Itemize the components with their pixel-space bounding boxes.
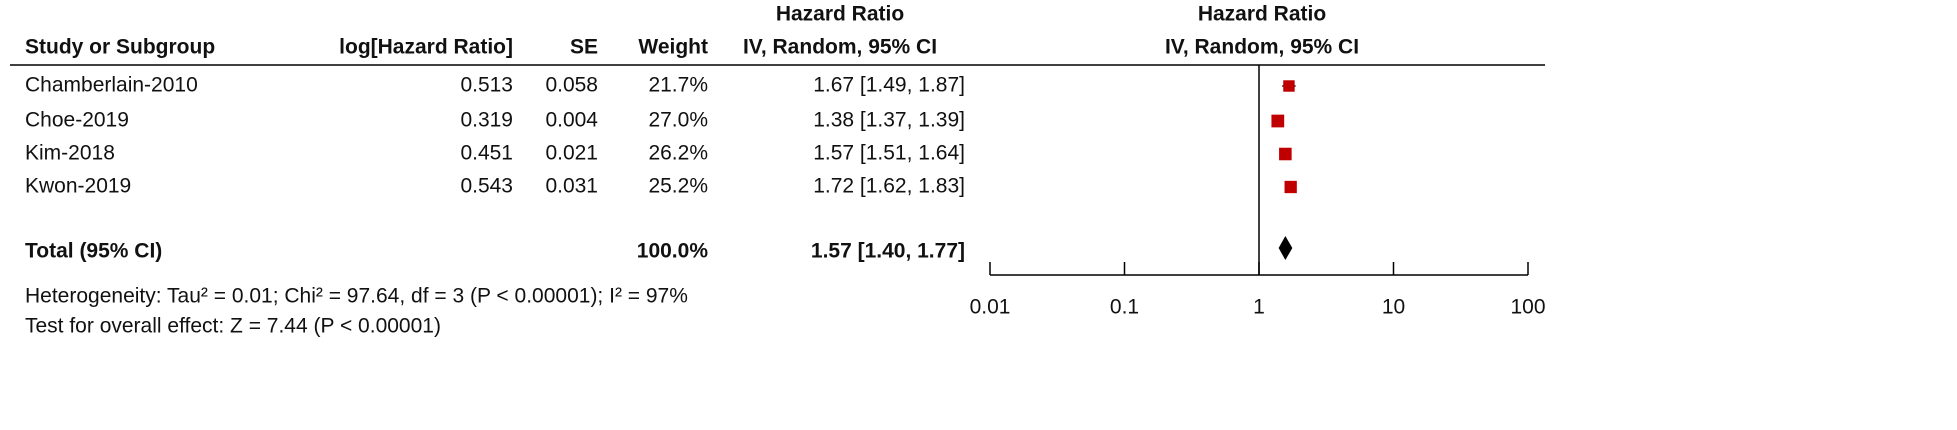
header: IV, Random, 95% CI (743, 36, 937, 59)
heterogeneity: Heterogeneity: Tau² = 0.01; Chi² = 97.64… (25, 285, 688, 308)
weight: 21.7% (648, 74, 708, 97)
se: 0.031 (545, 175, 598, 198)
header: Study or Subgroup (25, 36, 215, 59)
total-diamond (1278, 236, 1293, 260)
weight: 25.2% (648, 175, 708, 198)
log-hr: 0.513 (460, 74, 513, 97)
study-name: Kwon-2019 (25, 175, 131, 198)
hr-ci: 1.38 [1.37, 1.39] (813, 109, 965, 132)
overall-effect: Test for overall effect: Z = 7.44 (P < 0… (25, 315, 441, 338)
x-tick-label: 1 (1253, 296, 1265, 319)
x-tick-label: 10 (1382, 296, 1405, 319)
x-tick-label: 0.1 (1110, 296, 1139, 319)
log-hr: 0.319 (460, 109, 513, 132)
se: 0.004 (545, 109, 598, 132)
x-tick-label: 100 (1510, 296, 1545, 319)
study-marker (1283, 80, 1295, 92)
study-name: Kim-2018 (25, 142, 115, 165)
header: IV, Random, 95% CI (1165, 36, 1359, 59)
total-hr: 1.57 [1.40, 1.77] (811, 240, 965, 263)
x-tick-label: 0.01 (970, 296, 1011, 319)
log-hr: 0.451 (460, 142, 513, 165)
study-marker (1271, 114, 1285, 128)
total-label: Total (95% CI) (25, 240, 162, 263)
study-marker (1284, 180, 1297, 194)
se: 0.058 (545, 74, 598, 97)
header: Weight (638, 36, 708, 59)
header: log[Hazard Ratio] (339, 36, 513, 59)
header: Hazard Ratio (776, 3, 904, 26)
total-weight: 100.0% (637, 240, 709, 263)
study-name: Chamberlain-2010 (25, 74, 198, 97)
weight: 27.0% (648, 109, 708, 132)
hr-ci: 1.67 [1.49, 1.87] (813, 74, 965, 97)
weight: 26.2% (648, 142, 708, 165)
hr-ci: 1.57 [1.51, 1.64] (813, 142, 965, 165)
hr-ci: 1.72 [1.62, 1.83] (813, 175, 965, 198)
log-hr: 0.543 (460, 175, 513, 198)
header: SE (570, 36, 598, 59)
header: Hazard Ratio (1198, 3, 1326, 26)
study-marker (1279, 147, 1292, 161)
study-name: Choe-2019 (25, 109, 129, 132)
se: 0.021 (545, 142, 598, 165)
